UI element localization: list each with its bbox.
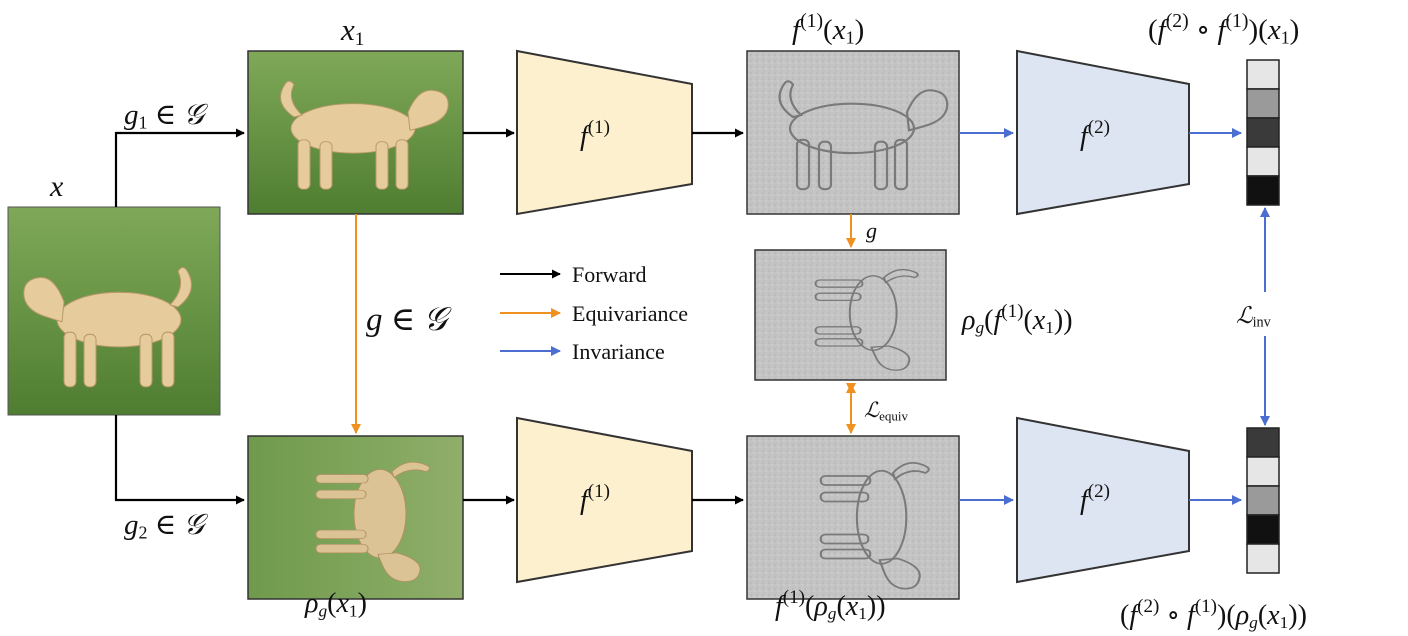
label-rho-f1-x1: ρg(f(1)(x1)) [962, 301, 1073, 338]
label-g1-in-G: g1 ∈ 𝒢 [124, 97, 205, 133]
encoder-f1-bottom [516, 416, 693, 584]
invariance-arrows [959, 128, 1270, 505]
vector-cell [1246, 543, 1280, 574]
output-vector-top [1246, 59, 1280, 206]
vector-cell [1246, 117, 1280, 148]
vector-cell [1246, 175, 1280, 206]
encoder-f2-top-label: f(2) [1080, 117, 1110, 152]
label-f2-f1-x1: (f(2) ∘ f(1))(x1) [1148, 10, 1300, 48]
encoder-f2-top [1016, 49, 1190, 216]
label-g: g [866, 218, 877, 243]
output-vector-bottom [1246, 427, 1280, 574]
label-x: x [50, 170, 64, 203]
vector-cell [1246, 456, 1280, 487]
input-image-x [7, 206, 221, 416]
encoder-f1-bottom-label: f(1) [580, 481, 610, 516]
label-f1-rho-x1: f(1)(ρg(x1)) [775, 587, 886, 624]
forward-arrows [114, 128, 744, 505]
feature-map-top [746, 50, 960, 215]
label-L-inv: ℒinv [1236, 303, 1271, 331]
transformed-image-rho-x1 [247, 435, 464, 600]
label-L-equiv: ℒequiv [864, 398, 909, 424]
label-g-in-G: g ∈ 𝒢 [366, 299, 447, 338]
legend-label-forward: Forward [572, 262, 647, 287]
label-x1: x1 [341, 12, 365, 50]
augmented-image-x1 [247, 50, 464, 215]
encoder-f1-top-label: f(1) [580, 117, 610, 152]
encoder-f2-bottom [1016, 416, 1190, 584]
label-g2-in-G: g2 ∈ 𝒢 [124, 507, 205, 543]
label-rho-x1: ρg(x1) [305, 588, 367, 621]
encoder-f2-bottom-label: f(2) [1080, 481, 1110, 516]
legend-label-invariance: Invariance [572, 339, 665, 364]
feature-map-bottom [746, 435, 960, 600]
vector-cell [1246, 88, 1280, 119]
vector-cell [1246, 59, 1280, 90]
legend-label-equivariance: Equivariance [572, 301, 689, 326]
equivariance-arrows [351, 214, 856, 434]
label-f1-x1: f(1)(x1) [792, 10, 865, 48]
label-f2-f1-rho-x1: (f(2) ∘ f(1))(ρg(x1)) [1120, 596, 1307, 633]
legend [500, 269, 561, 356]
vector-cell [1246, 146, 1280, 177]
vector-cell [1246, 427, 1280, 458]
vector-cell [1246, 514, 1280, 545]
vector-cell [1246, 485, 1280, 516]
encoder-f1-top [516, 49, 693, 216]
feature-map-transformed [754, 249, 947, 381]
